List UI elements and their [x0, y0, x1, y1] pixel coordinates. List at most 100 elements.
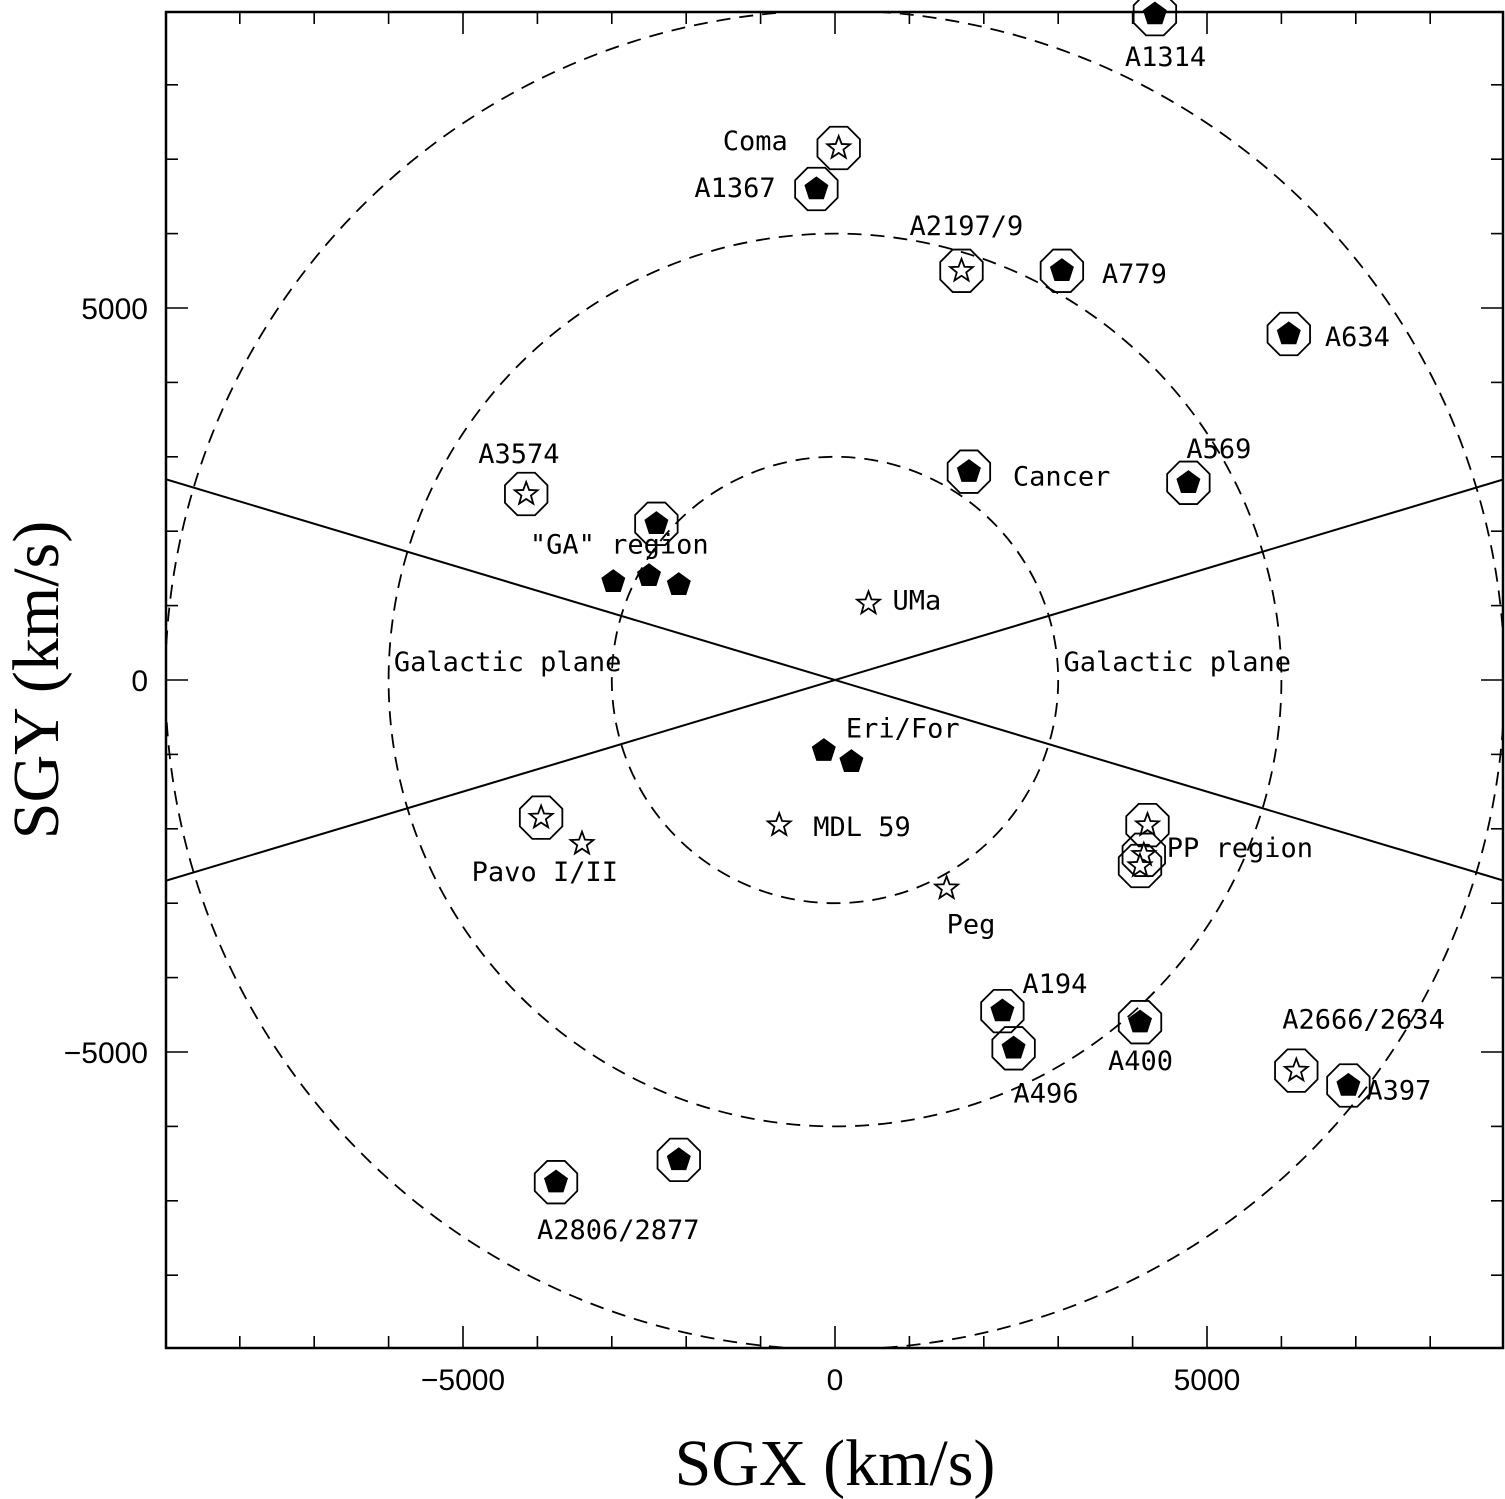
open-cluster-point	[568, 829, 596, 856]
pentagon-marker	[637, 563, 661, 587]
cluster-halo	[1039, 248, 1085, 293]
point-label: Cancer	[1013, 462, 1111, 493]
filled-cluster-point	[839, 749, 864, 773]
pentagon-marker	[1142, 1, 1167, 25]
star-marker	[932, 873, 961, 901]
filled-cluster-point	[991, 1026, 1036, 1071]
cluster-halo	[1117, 1000, 1163, 1045]
pentagon-marker	[1336, 1072, 1361, 1096]
pentagon-marker	[1128, 1009, 1152, 1033]
open-cluster-point	[504, 471, 549, 517]
point-labels: A1314 A1367 A779 A634 Cancer A569 Eri/For A194 A…	[394, 42, 1445, 1246]
star-marker	[854, 588, 883, 616]
filled-cluster-point	[1266, 311, 1311, 357]
pentagon-marker	[666, 572, 691, 596]
pentagon-marker	[990, 998, 1015, 1022]
cluster-halo	[504, 471, 549, 517]
y-axis-label: SGY (km/s)	[0, 521, 73, 839]
velocity-ring	[387, 232, 1283, 1128]
open-cluster-point	[1117, 843, 1163, 889]
open-cluster-point	[765, 810, 794, 837]
open-cluster-point	[1274, 1048, 1319, 1093]
cluster-halo	[518, 795, 564, 840]
point-label: A2197/9	[909, 211, 1023, 242]
cluster-halo	[1132, 0, 1178, 37]
cluster-halo	[1326, 1063, 1371, 1108]
star-marker	[1126, 851, 1154, 878]
point-label: A2666/2634	[1282, 1005, 1445, 1036]
filled-cluster-point	[637, 563, 661, 587]
open-cluster-point	[816, 125, 861, 171]
cluster-halo	[634, 501, 679, 546]
point-label: Eri/For	[846, 714, 960, 745]
filled-cluster-point	[666, 572, 691, 596]
point-label: A1314	[1125, 42, 1206, 73]
pentagon-marker	[544, 1169, 568, 1193]
filled-cluster-point	[1117, 1000, 1163, 1045]
open-cluster-point	[1125, 802, 1170, 848]
filled-cluster-point	[1166, 460, 1211, 505]
point-label: A400	[1108, 1046, 1173, 1077]
point-label: A2806/2877	[537, 1215, 700, 1246]
annotation-label: Galactic plane	[1063, 647, 1291, 678]
point-label: A569	[1186, 434, 1251, 465]
point-label: A779	[1102, 259, 1167, 290]
filled-cluster-point	[811, 738, 836, 761]
filled-cluster-point	[601, 569, 626, 593]
point-label: MDL 59	[813, 812, 911, 843]
open-cluster-point	[854, 588, 883, 616]
star-marker	[527, 803, 555, 830]
galactic-plane-line	[166, 478, 1503, 882]
point-label: A1367	[694, 173, 775, 204]
filled-cluster-point	[1326, 1063, 1371, 1108]
cluster-halo	[794, 166, 839, 212]
cluster-halo	[1274, 1048, 1319, 1093]
cluster-halo	[1166, 460, 1211, 505]
x-axis-label: SGX (km/s)	[675, 1427, 996, 1499]
filled-cluster-point	[634, 501, 679, 546]
star-marker	[568, 829, 596, 856]
star-marker	[824, 133, 853, 160]
filled-cluster-point	[1132, 0, 1178, 37]
open-cluster-point	[939, 248, 984, 293]
filled-cluster-point	[656, 1137, 701, 1183]
plot-area	[166, 12, 1503, 1348]
filled-cluster-point	[1039, 248, 1085, 293]
pentagon-marker	[839, 749, 864, 773]
data-points	[504, 0, 1371, 1205]
annotation-label: Pavo I/II	[472, 857, 618, 888]
cluster-halo	[816, 125, 861, 171]
cluster-halo	[656, 1137, 701, 1183]
pentagon-marker	[956, 459, 981, 482]
y-tick-label: 0	[131, 665, 148, 698]
pentagon-marker	[811, 738, 836, 761]
y-tick-label: −5000	[64, 1037, 148, 1070]
pentagon-marker	[601, 569, 626, 593]
point-label: PP region	[1167, 833, 1313, 864]
x-tick-label: −5000	[421, 1364, 505, 1397]
cluster-halo	[939, 248, 984, 293]
cluster-halo	[533, 1160, 579, 1205]
axis-tick-labels: −5000 0 5000 −5000 0 5000	[64, 293, 1241, 1397]
pentagon-marker	[1001, 1035, 1026, 1059]
pentagon-marker	[644, 511, 669, 535]
velocity-ring	[610, 455, 1060, 905]
filled-cluster-point	[533, 1160, 579, 1205]
cluster-halo	[1117, 843, 1163, 889]
point-label: A634	[1325, 322, 1390, 353]
open-cluster-point	[518, 795, 564, 840]
star-marker	[1133, 810, 1162, 837]
point-label: UMa	[892, 585, 941, 616]
cluster-halo	[946, 449, 992, 494]
x-tick-label: 5000	[1174, 1364, 1241, 1397]
cluster-halo	[1266, 311, 1311, 357]
annotation-label: Galactic plane	[394, 647, 622, 678]
star-marker	[765, 810, 794, 837]
cluster-halo	[980, 988, 1025, 1034]
star-marker	[1129, 840, 1158, 867]
filled-cluster-point	[980, 988, 1025, 1034]
axis-ticks	[166, 12, 1503, 1348]
cluster-halo	[991, 1026, 1036, 1071]
annotation-label: "GA" region	[530, 530, 709, 561]
